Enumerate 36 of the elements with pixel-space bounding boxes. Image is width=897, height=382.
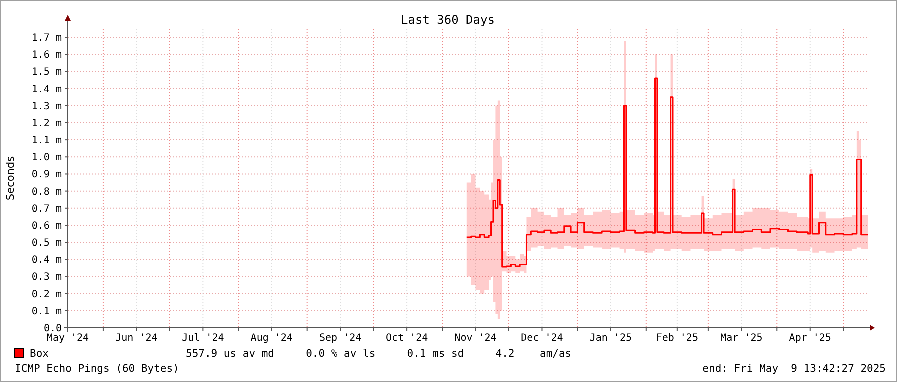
y-tick-label: 1.7 m (32, 33, 62, 44)
x-tick-label: Oct '24 (386, 333, 428, 344)
x-tick-label: May '24 (46, 333, 90, 344)
x-tick-label: Jan '25 (590, 333, 632, 344)
y-tick-label: 1.6 m (32, 50, 62, 62)
x-tick-label: Aug '24 (250, 333, 293, 344)
y-tick-label: 0.8 m (32, 186, 62, 198)
y-tick-label: 0.1 m (32, 306, 62, 318)
x-tick-label: Jul '24 (182, 333, 224, 344)
x-tick-label: Sep '24 (320, 333, 362, 344)
y-tick-label: 0.2 m (32, 289, 62, 300)
x-tick-label: Jun '24 (116, 333, 158, 344)
x-tick-label: Dec '24 (521, 333, 564, 344)
y-tick-label: 1.0 m (32, 152, 62, 164)
y-tick-label: 0.9 m (32, 170, 62, 181)
y-tick-label: 1.4 m (32, 84, 62, 96)
y-tick-label: 0.3 m (32, 272, 62, 284)
text: end: Fri May 9 13:42:27 2025 (702, 363, 886, 375)
y-tick-label: 0.4 m (32, 255, 62, 266)
x-tick-label: Mar '25 (720, 333, 763, 344)
x-tick-label: Feb '25 (656, 333, 698, 344)
y-tick-label: 1.1 m (32, 136, 62, 147)
y-tick-label: 0.7 m (32, 204, 62, 215)
text: ICMP Echo Pings (60 Bytes) (15, 363, 180, 375)
chart-title: Last 360 Days (401, 13, 495, 27)
text: 557.9 us av md 0.0 % av ls 0.1 ms sd 4.2 am/as (186, 348, 572, 360)
x-tick-label: Apr '25 (789, 333, 832, 344)
y-tick-label: 1.5 m (32, 67, 62, 78)
y-tick-label: 0.0 (44, 324, 62, 334)
y-tick-label: 0.5 m (32, 238, 62, 250)
y-axis-title: Seconds (5, 156, 17, 201)
y-tick-label: 1.2 m (32, 118, 62, 130)
y-tick-label: 0.6 m (32, 220, 62, 232)
y-tick-label: 1.3 m (32, 101, 62, 112)
x-tick-label: Nov '24 (454, 333, 497, 344)
legend-label: Box (30, 348, 49, 360)
